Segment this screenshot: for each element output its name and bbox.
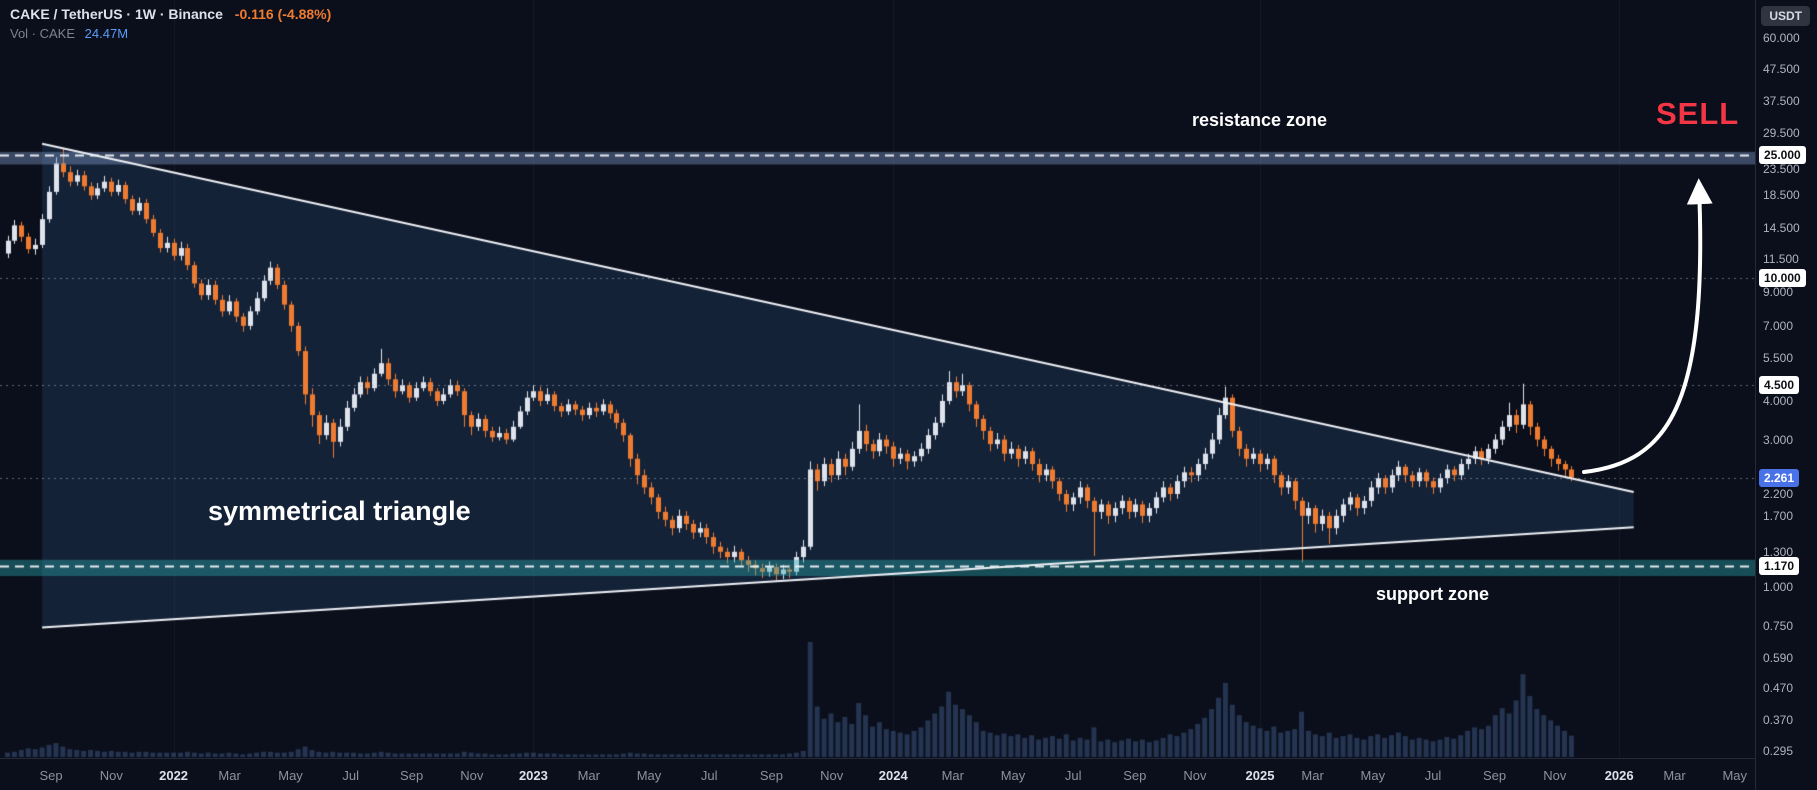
price-tick: 3.000 xyxy=(1763,432,1794,447)
time-label-month: Sep xyxy=(39,768,63,783)
volume-label: Vol · CAKE xyxy=(10,26,76,41)
time-label-month: Mar xyxy=(577,768,600,783)
price-tick: 2.200 xyxy=(1763,487,1794,502)
time-label-month: May xyxy=(278,768,303,783)
time-label-year: 2025 xyxy=(1245,768,1275,783)
resistance-zone-label[interactable]: resistance zone xyxy=(1192,110,1328,130)
price-tick: 1.700 xyxy=(1763,508,1794,523)
price-tick: 0.370 xyxy=(1763,713,1794,728)
time-label-month: Sep xyxy=(400,768,424,783)
time-label-month: Nov xyxy=(99,768,123,783)
price-tick: 1.000 xyxy=(1763,580,1794,594)
price-tick: 0.295 xyxy=(1763,743,1794,758)
price-tick: 1.300 xyxy=(1763,544,1794,559)
time-label-month: Mar xyxy=(218,768,241,783)
price-tick: 14.500 xyxy=(1763,221,1800,236)
price-tick: 9.000 xyxy=(1763,285,1794,300)
price-tick: 1.170 xyxy=(1759,556,1800,575)
time-label-year: 2022 xyxy=(159,768,189,783)
price-tick: 23.500 xyxy=(1763,162,1800,177)
time-label-month: Jul xyxy=(342,768,360,783)
price-tick: 10.000 xyxy=(1759,269,1806,287)
support-zone-label[interactable]: support zone xyxy=(1376,584,1489,604)
time-label-month: May xyxy=(1722,768,1747,783)
time-axis[interactable]: Sep Nov 2022 Mar May Jul Sep Nov 2023 Mar May Jul Se… xyxy=(0,758,1755,790)
time-label-month: Nov xyxy=(1543,768,1567,783)
price-tick: 0.750 xyxy=(1763,618,1794,633)
time-label-month: Jul xyxy=(1064,768,1082,783)
time-label-month: May xyxy=(1000,768,1026,783)
price-tick: 4.000 xyxy=(1763,393,1794,408)
time-label-month: May xyxy=(636,768,662,783)
time-label-year: 2023 xyxy=(518,768,548,783)
time-label-month: May xyxy=(1360,768,1386,783)
symmetrical-triangle-label[interactable]: symmetrical triangle xyxy=(208,496,471,526)
price-tick: 11.500 xyxy=(1763,252,1799,267)
price-change: -0.116 (-4.88%) xyxy=(234,6,332,22)
price-tick: 4.500 xyxy=(1759,376,1800,395)
price-chart-canvas[interactable] xyxy=(0,0,1755,758)
price-tick: 0.470 xyxy=(1763,681,1794,696)
price-tick: 47.500 xyxy=(1763,61,1800,76)
time-label-month: Mar xyxy=(1301,768,1324,783)
price-axis[interactable]: USDT 60.000 47.500 37.500 29.500 25.000 23.50… xyxy=(1755,0,1817,790)
time-label-year: 2026 xyxy=(1604,768,1634,783)
currency-badge[interactable]: USDT xyxy=(1761,6,1810,26)
sell-signal-label[interactable]: SELL xyxy=(1656,96,1740,131)
time-label-month: Jul xyxy=(1424,768,1442,783)
time-label-month: Nov xyxy=(1183,768,1207,783)
price-tick: 37.500 xyxy=(1763,93,1800,108)
time-label-year: 2024 xyxy=(878,768,908,783)
volume-value: 24.47M xyxy=(84,26,129,41)
legend-row-symbol: CAKE / TetherUS · 1W · Binance -0.116 (-… xyxy=(10,6,331,22)
price-tick: 5.500 xyxy=(1763,351,1794,366)
price-tick: 25.000 xyxy=(1759,146,1806,165)
price-tick: 29.500 xyxy=(1763,125,1800,140)
chart-legend: CAKE / TetherUS · 1W · Binance -0.116 (-… xyxy=(10,6,331,41)
time-label-month: Sep xyxy=(1483,768,1507,783)
price-tick: 0.590 xyxy=(1763,650,1794,665)
time-label-month: Nov xyxy=(460,768,484,783)
legend-row-volume: Vol · CAKE 24.47M xyxy=(10,26,331,41)
time-label-month: Mar xyxy=(1663,768,1686,783)
time-label-month: Jul xyxy=(700,768,718,783)
time-label-month: Nov xyxy=(820,768,844,783)
time-label-month: Sep xyxy=(759,768,784,783)
current-price-label: 2.261 xyxy=(1759,468,1800,487)
price-tick: 18.500 xyxy=(1763,188,1800,203)
symbol-title[interactable]: CAKE / TetherUS · 1W · Binance xyxy=(10,6,223,22)
price-tick: 60.000 xyxy=(1763,30,1800,45)
time-label-month: Sep xyxy=(1123,768,1147,783)
time-label-month: Mar xyxy=(941,768,964,783)
price-tick: 7.000 xyxy=(1763,318,1794,333)
